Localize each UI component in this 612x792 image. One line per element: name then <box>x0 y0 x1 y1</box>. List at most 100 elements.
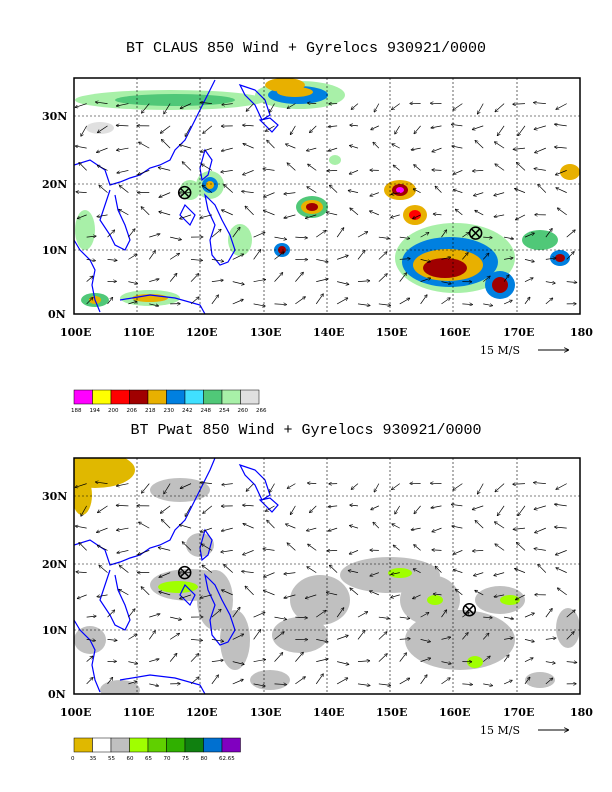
panel-1-lat-label: 0N <box>48 308 66 321</box>
wind-vector <box>545 298 553 305</box>
colorbar-swatch <box>166 389 186 405</box>
wind-vector <box>116 125 129 126</box>
wind-vector <box>336 678 347 685</box>
wind-vector <box>116 505 129 506</box>
wind-vector <box>538 565 547 573</box>
wind-vector <box>274 653 283 662</box>
wind-vector <box>503 275 509 282</box>
panel-2-lat-label: 10N <box>42 624 67 637</box>
wind-vector <box>494 214 505 217</box>
wind-vector <box>287 543 296 551</box>
wind-vector <box>399 273 407 282</box>
wind-vector <box>120 566 129 573</box>
wind-vector <box>441 257 450 260</box>
wind-vector <box>483 656 490 662</box>
wind-vector <box>441 661 451 664</box>
wind-vector <box>413 214 421 219</box>
wind-vector <box>107 259 117 260</box>
wind-vector <box>555 504 567 506</box>
colorbar-swatch <box>147 737 167 753</box>
wind-vector <box>159 572 171 578</box>
wind-vector <box>232 607 240 618</box>
wind-vector <box>76 526 87 529</box>
wind-vector <box>267 140 275 149</box>
wind-vector <box>119 590 129 596</box>
wind-vector <box>391 214 400 218</box>
wind-vector <box>159 547 171 551</box>
wind-vector <box>190 259 202 260</box>
panel-1-lon-label: 140E <box>313 326 344 339</box>
wind-vector <box>185 125 192 136</box>
wind-vector <box>456 209 463 216</box>
wind-vector <box>201 147 212 152</box>
colorbar-swatch <box>166 737 186 753</box>
wind-vector <box>392 524 400 529</box>
wind-vector <box>475 521 484 529</box>
gyre-location-marker <box>468 226 483 240</box>
wind-vector <box>494 192 505 196</box>
wind-vector <box>284 214 296 218</box>
wind-vector <box>96 482 108 484</box>
wind-vector <box>253 660 266 662</box>
panel-2-frame <box>73 457 581 695</box>
wind-vector <box>329 126 338 127</box>
wind-vector <box>435 186 442 193</box>
wind-vector <box>330 565 338 573</box>
wind-vector <box>307 527 317 531</box>
wind-vector <box>86 276 93 282</box>
wind-vector <box>327 212 338 216</box>
wind-vector <box>478 483 484 494</box>
wind-vector <box>370 211 380 216</box>
wind-vector <box>79 163 87 171</box>
wind-vector <box>391 193 400 195</box>
wind-vector <box>350 125 359 126</box>
wind-vector <box>245 206 254 216</box>
wind-vector <box>190 639 202 640</box>
wind-vector <box>128 229 134 238</box>
wind-vector <box>86 639 95 640</box>
gyre-location-marker <box>177 565 192 580</box>
wind-vector <box>232 679 243 685</box>
panel-1-scale-label: 15 M/S <box>480 344 520 357</box>
wind-vector <box>535 527 546 533</box>
panel-1-colorbar: 188 194 200 206 218 230 242 248 254 260 266 <box>71 389 267 414</box>
wind-vector <box>75 103 87 108</box>
wind-vector <box>86 236 96 237</box>
wind-vector <box>232 661 244 665</box>
colorbar-swatch <box>92 389 112 405</box>
wind-vector <box>76 572 87 573</box>
colorbar-label: 254 <box>219 408 230 414</box>
wind-vector <box>545 678 553 685</box>
wind-vector <box>453 483 463 490</box>
wind-vector <box>462 633 468 640</box>
wind-vector <box>316 659 328 662</box>
wind-vector <box>399 237 410 238</box>
wind-vector <box>535 147 546 153</box>
wind-vector <box>357 281 370 282</box>
panel-2-lon-label: 120E <box>186 706 217 719</box>
wind-vector <box>161 125 171 133</box>
wind-vector <box>232 299 243 305</box>
panel-1-title: BT CLAUS 850 Wind + Gyrelocs 930921/0000 <box>125 40 487 57</box>
colorbar-label: 218 <box>145 408 156 414</box>
wind-vector <box>97 165 108 171</box>
wind-vector <box>556 103 567 110</box>
wind-vector <box>504 617 513 619</box>
panel-1-lon-label: 170E <box>503 326 534 339</box>
wind-vector <box>97 545 108 551</box>
wind-vector <box>357 630 365 640</box>
wind-vector <box>534 483 546 484</box>
wind-vector <box>378 654 387 662</box>
wind-vector <box>392 103 400 110</box>
panel-1-lon-label: 110E <box>123 326 154 339</box>
wind-vector <box>473 125 484 130</box>
wind-vector <box>556 550 567 554</box>
panel-2-lat-label: 20N <box>42 558 67 571</box>
wind-vector <box>170 616 181 619</box>
wind-vector <box>371 505 380 510</box>
panel-2-lon-label: 100E <box>60 706 91 719</box>
gyre-location-marker <box>177 185 192 200</box>
colorbar-label: 55 <box>108 756 115 762</box>
wind-vector <box>202 164 213 171</box>
wind-vector <box>399 678 410 685</box>
